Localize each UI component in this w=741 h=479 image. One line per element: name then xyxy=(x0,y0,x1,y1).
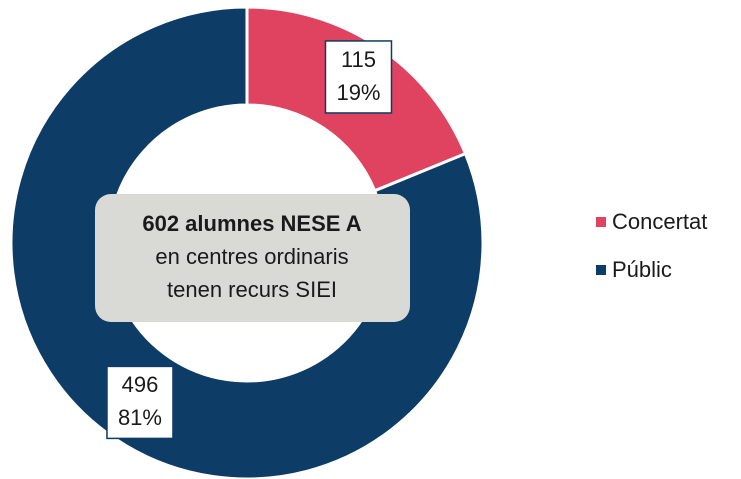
legend-label: Concertat xyxy=(612,209,707,234)
data-label: 115 xyxy=(341,47,376,72)
legend-swatch xyxy=(596,265,606,275)
donut-segment xyxy=(9,5,485,479)
center-line: en centres ordinaris xyxy=(155,244,348,269)
legend-label: Públic xyxy=(612,257,672,282)
center-box xyxy=(95,194,410,322)
center-line: tenen recurs SIEI xyxy=(167,277,337,302)
data-label: 81% xyxy=(118,405,162,430)
legend-swatch xyxy=(596,217,606,227)
data-label: 496 xyxy=(122,372,159,397)
data-label: 19% xyxy=(336,80,380,105)
center-title: 602 alumnes NESE A xyxy=(142,211,361,236)
data-label-box xyxy=(106,365,174,440)
data-label-box xyxy=(324,40,393,114)
